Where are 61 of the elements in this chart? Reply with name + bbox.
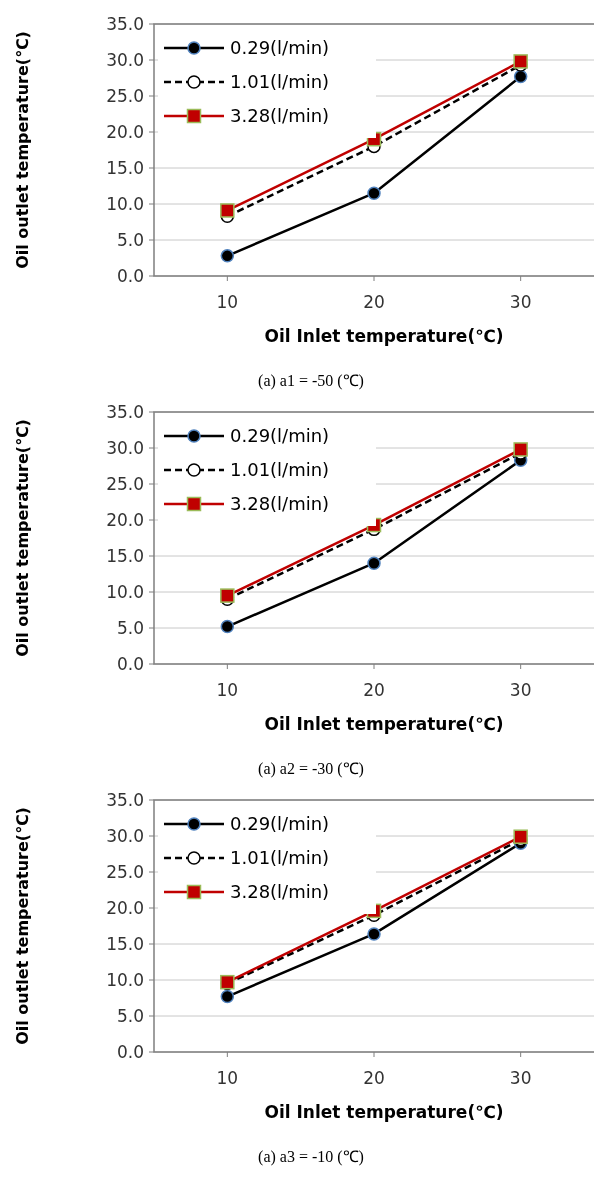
- x-tick-label: 30: [509, 1068, 532, 1088]
- y-tick-label: 20.0: [106, 509, 144, 530]
- x-tick-label: 10: [216, 680, 239, 700]
- y-tick-label: 35.0: [106, 13, 144, 34]
- x-tick-label: 30: [509, 680, 532, 700]
- y-tick-label: 25.0: [106, 473, 144, 494]
- x-tick-label: 10: [216, 1068, 239, 1088]
- text: (a) a1 = -50 (℃): [258, 372, 364, 390]
- y-tick-label: 0.0: [116, 653, 144, 674]
- y-tick-label: 15.0: [106, 933, 144, 954]
- y-tick-label: 30.0: [106, 49, 144, 70]
- y-axis-title: Oil outlet temperature(℃): [13, 31, 32, 269]
- y-tick-label: 10.0: [106, 969, 144, 990]
- y-tick-label: 30.0: [106, 437, 144, 458]
- y-tick-label: 20.0: [106, 121, 144, 142]
- legend-label: 3.28(l/min): [230, 105, 330, 127]
- y-tick-label: 15.0: [106, 545, 144, 566]
- y-tick-label: 15.0: [106, 157, 144, 178]
- legend-label: 0.29(l/min): [230, 813, 330, 835]
- y-tick-label: 25.0: [106, 861, 144, 882]
- legend-label: 1.01(l/min): [230, 71, 330, 93]
- x-tick-label: 30: [509, 292, 532, 312]
- y-tick-label: 30.0: [106, 825, 144, 846]
- y-axis-title: Oil outlet temperature(℃): [13, 807, 32, 1045]
- point: [367, 927, 381, 941]
- x-tick-label: 20: [363, 1068, 385, 1088]
- y-tick-label: 0.0: [116, 265, 144, 286]
- point: [367, 186, 381, 200]
- text: (a) a2 = -30 (℃): [258, 760, 364, 778]
- point: [513, 54, 528, 69]
- point: [220, 619, 235, 634]
- point: [220, 203, 235, 218]
- x-axis-title: Oil Inlet temperature(℃): [264, 326, 504, 346]
- point: [220, 249, 235, 263]
- legend-label: 3.28(l/min): [230, 881, 330, 903]
- y-tick-label: 0.0: [116, 1041, 144, 1062]
- y-tick-label: 5.0: [116, 229, 144, 250]
- y-axis-title: Oil outlet temperature(℃): [13, 419, 32, 657]
- point: [220, 588, 235, 603]
- legend-label: 3.28(l/min): [230, 493, 330, 515]
- y-tick-label: 5.0: [116, 1005, 144, 1026]
- y-tick-label: 35.0: [106, 401, 144, 422]
- x-axis-title: Oil Inlet temperature(℃): [264, 714, 504, 734]
- point: [367, 556, 381, 570]
- x-tick-label: 10: [216, 292, 239, 312]
- legend-label: 1.01(l/min): [230, 847, 330, 869]
- x-tick-label: 20: [363, 680, 385, 700]
- legend-label: 0.29(l/min): [230, 425, 330, 447]
- text: (a) a3 = -10 (℃): [258, 1148, 364, 1166]
- y-tick-label: 5.0: [116, 617, 144, 638]
- y-tick-label: 35.0: [106, 789, 144, 810]
- x-axis-title: Oil Inlet temperature(℃): [264, 1102, 504, 1122]
- point: [220, 989, 235, 1004]
- x-tick-label: 20: [363, 292, 385, 312]
- point: [513, 69, 528, 84]
- y-tick-label: 25.0: [106, 85, 144, 106]
- y-tick-label: 20.0: [106, 897, 144, 918]
- y-tick-label: 10.0: [106, 581, 144, 602]
- legend-label: 0.29(l/min): [230, 37, 330, 59]
- y-tick-label: 10.0: [106, 193, 144, 214]
- legend-label: 1.01(l/min): [230, 459, 330, 481]
